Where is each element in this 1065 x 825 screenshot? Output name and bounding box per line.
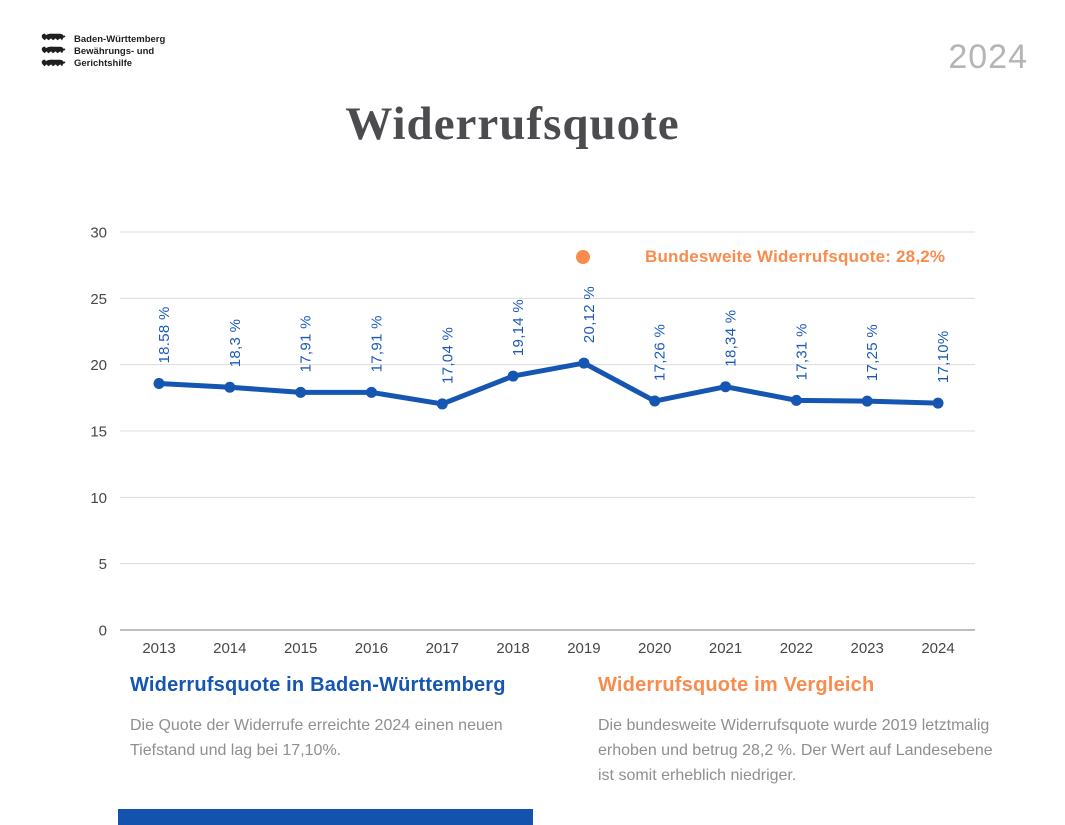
- data-point-label: 19,14 %: [510, 299, 527, 356]
- data-point-label: 17,10%: [935, 330, 952, 383]
- legend-label: Bundesweite Widerrufsquote: 28,2%: [645, 247, 946, 266]
- data-point: [507, 370, 519, 382]
- x-tick-label: 2024: [921, 640, 954, 657]
- trend-line: [156, 360, 941, 407]
- x-tick-label: 2017: [426, 640, 459, 657]
- logo-line-3: Gerichtshilfe: [74, 58, 133, 69]
- x-tick-label: 2014: [213, 640, 246, 657]
- legend-dot-icon: [576, 250, 590, 264]
- x-tick-label: 2020: [638, 640, 671, 657]
- y-tick-label: 30: [90, 225, 107, 242]
- page-title: Widerrufsquote: [345, 98, 680, 150]
- data-point-label: 17,25 %: [864, 324, 881, 381]
- data-point: [578, 357, 590, 369]
- section-left-body: Die Quote der Widerrufe erreichte 2024 e…: [130, 717, 503, 759]
- data-point-label: 18,34 %: [723, 310, 740, 367]
- y-tick-label: 0: [99, 623, 107, 640]
- x-tick-label: 2023: [851, 640, 884, 657]
- x-tick-label: 2021: [709, 640, 742, 657]
- x-tick-label: 2019: [567, 640, 600, 657]
- data-point: [790, 394, 802, 406]
- x-tick-label: 2018: [496, 640, 529, 657]
- bw-logo: Baden-Württemberg Bewährungs- und Gerich…: [40, 32, 165, 70]
- logo-line-2: Bewährungs- und: [74, 46, 155, 57]
- y-tick-label: 10: [90, 490, 107, 507]
- data-point: [861, 395, 873, 407]
- data-point: [436, 398, 448, 410]
- data-point: [649, 395, 661, 407]
- x-tick-label: 2016: [355, 640, 388, 657]
- data-point: [153, 378, 165, 390]
- x-tick-label: 2022: [780, 640, 813, 657]
- data-point: [365, 386, 377, 398]
- data-point: [720, 381, 732, 393]
- data-point-label: 17,91 %: [368, 315, 385, 372]
- y-tick-label: 15: [90, 424, 107, 441]
- section-right-heading: Widerrufsquote im Vergleich: [598, 674, 875, 696]
- footer-accent-bar: [118, 809, 533, 825]
- data-point: [295, 386, 307, 398]
- data-point: [932, 397, 944, 409]
- data-point-label: 17,04 %: [439, 327, 456, 384]
- y-tick-label: 25: [90, 291, 107, 308]
- logo-line-1: Baden-Württemberg: [74, 34, 166, 45]
- data-point-label: 17,91 %: [298, 315, 315, 372]
- data-point: [224, 381, 236, 393]
- section-vergleich: Widerrufsquote im Vergleich Die bundeswe…: [598, 674, 998, 788]
- section-left-heading: Widerrufsquote in Baden-Württemberg: [130, 674, 506, 696]
- section-baden-wuerttemberg: Widerrufsquote in Baden-Württemberg Die …: [130, 674, 570, 764]
- bw-coat-of-arms-icon: [41, 33, 66, 67]
- y-tick-label: 5: [99, 556, 107, 573]
- data-point-label: 20,12 %: [581, 286, 598, 343]
- data-point-label: 18.58 %: [156, 306, 173, 363]
- section-right-body: Die bundesweite Widerrufsquote wurde 201…: [598, 717, 993, 784]
- year-badge: 2024: [948, 38, 1028, 76]
- x-tick-label: 2015: [284, 640, 317, 657]
- data-point-label: 18,3 %: [227, 319, 244, 368]
- x-tick-label: 2013: [142, 640, 175, 657]
- logo-text: Baden-Württemberg Bewährungs- und Gerich…: [74, 32, 165, 70]
- y-tick-label: 20: [90, 357, 107, 374]
- data-point-label: 17,26 %: [652, 324, 669, 381]
- data-point-label: 17,31 %: [793, 323, 810, 380]
